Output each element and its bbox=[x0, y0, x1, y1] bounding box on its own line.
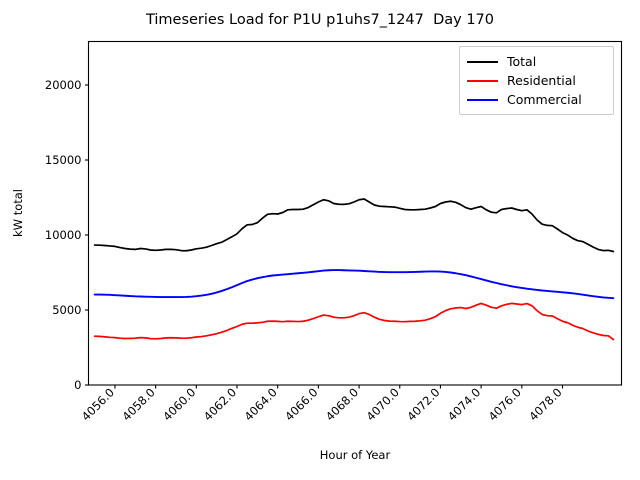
legend-item-commercial: Commercial bbox=[467, 90, 605, 109]
x-tick-label: 4064.0 bbox=[241, 385, 279, 423]
series-lines bbox=[93, 198, 615, 341]
x-tick-label: 4060.0 bbox=[160, 385, 198, 423]
chart-legend: Total Residential Commercial bbox=[459, 46, 614, 115]
legend-swatch-residential bbox=[467, 79, 498, 82]
x-tick-label: 4078.0 bbox=[526, 385, 564, 423]
y-axis-label: kW total bbox=[11, 189, 25, 237]
y-axis-ticks: 0 5000 10000 15000 20000 bbox=[45, 78, 89, 392]
x-tick-label: 4072.0 bbox=[404, 385, 442, 423]
y-tick-label: 15000 bbox=[45, 153, 82, 167]
x-tick-label: 4066.0 bbox=[282, 385, 320, 423]
legend-item-residential: Residential bbox=[467, 71, 605, 90]
x-axis-ticks: 4056.0 4058.0 4060.0 4062.0 4064.0 4066.0 4068… bbox=[79, 385, 565, 424]
chart-title: Timeseries Load for P1U p1uhs7_1247 Day … bbox=[145, 12, 495, 28]
legend-label-commercial: Commercial bbox=[507, 92, 582, 107]
legend-swatch-total bbox=[467, 60, 498, 63]
x-tick-label: 4074.0 bbox=[445, 385, 483, 423]
y-tick-label: 0 bbox=[74, 378, 81, 392]
x-tick-label: 4076.0 bbox=[486, 385, 524, 423]
y-tick-label: 5000 bbox=[52, 303, 81, 317]
x-tick-label: 4062.0 bbox=[201, 385, 239, 423]
x-tick-label: 4056.0 bbox=[79, 385, 117, 423]
y-tick-label: 20000 bbox=[45, 78, 82, 92]
series-line-total bbox=[93, 198, 615, 253]
series-line-residential bbox=[93, 302, 615, 341]
legend-swatch-commercial bbox=[467, 98, 498, 101]
legend-label-residential: Residential bbox=[507, 73, 576, 88]
legend-label-total: Total bbox=[507, 54, 537, 69]
y-tick-label: 10000 bbox=[45, 228, 82, 242]
x-axis-label: Hour of Year bbox=[320, 448, 391, 462]
series-line-commercial bbox=[93, 269, 615, 300]
axes-frame bbox=[87, 40, 623, 386]
x-tick-label: 4068.0 bbox=[323, 385, 361, 423]
legend-item-total: Total bbox=[467, 52, 605, 71]
x-tick-label: 4058.0 bbox=[119, 385, 157, 423]
x-tick-label: 4070.0 bbox=[364, 385, 402, 423]
